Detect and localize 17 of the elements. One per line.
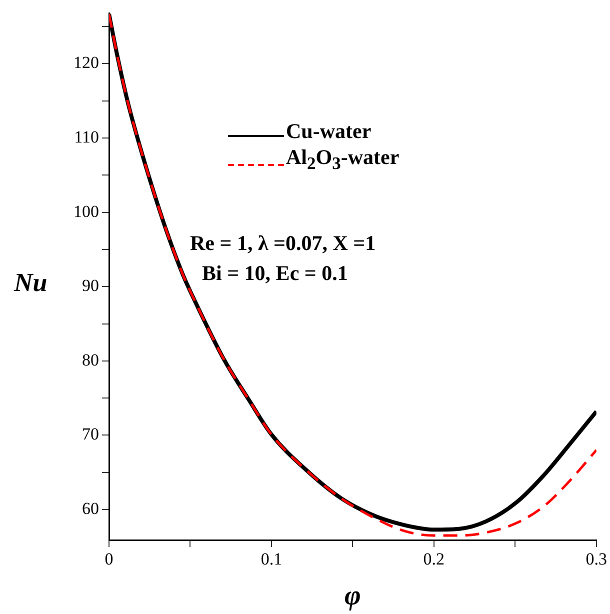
x-tick-label: 0.2 (423, 550, 445, 569)
legend-label: Cu-water (286, 118, 372, 144)
y-tick-label: 100 (74, 202, 99, 221)
y-tick-label: 80 (82, 350, 99, 370)
x-axis-title: φ (344, 580, 361, 612)
y-tick-label: 90 (82, 276, 99, 296)
x-tick-label: 0.1 (260, 550, 282, 569)
legend-label: Al$_{2}$O$_{3}$-water (286, 144, 400, 176)
y-tick-label: 60 (82, 499, 99, 518)
y-axis-title: Nu (14, 268, 48, 298)
x-tick-label: 0.3 (586, 550, 607, 569)
y-tick-label: 110 (74, 127, 99, 146)
annotation: Bi = 10, Ec = 0.1 (201, 260, 349, 287)
annotation: Re = 1, λ =0.07, X =1 (190, 230, 376, 257)
x-tick-label: 0 (104, 550, 114, 569)
y-tick-label: 70 (82, 424, 99, 444)
y-tick-label: 120 (74, 53, 99, 72)
